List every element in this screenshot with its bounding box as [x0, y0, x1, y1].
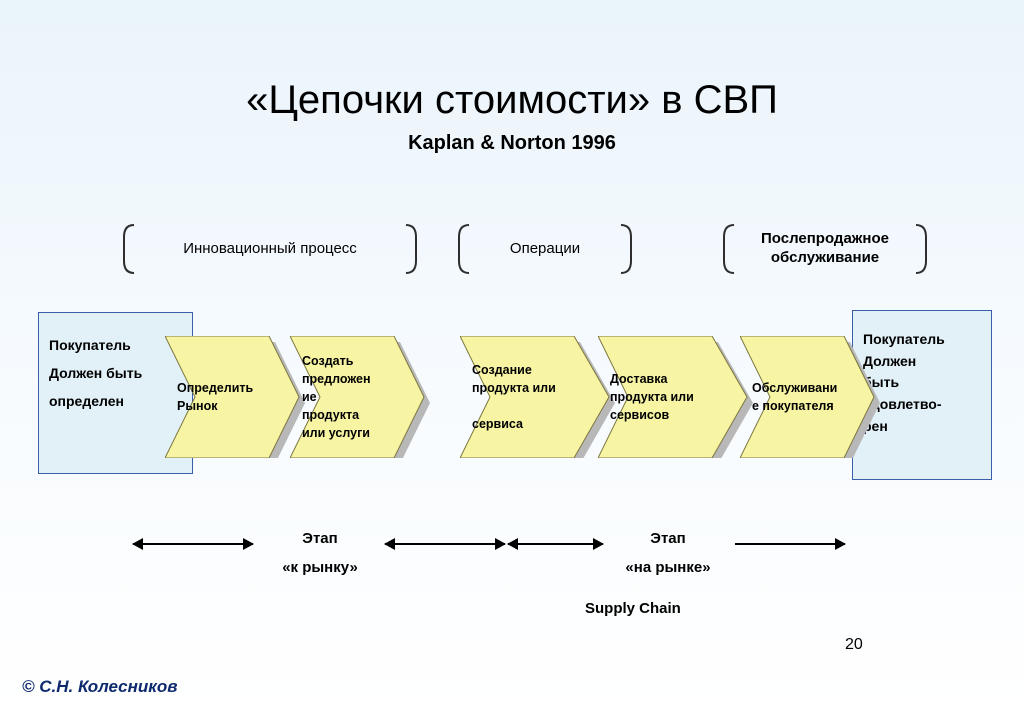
right-bracket-icon: [402, 223, 420, 275]
chevron-define-market: Определить Рынок: [165, 336, 305, 458]
chevron-deliver-product: Доставка продукта или сервисов: [598, 336, 753, 458]
left-bracket-icon: [720, 223, 738, 275]
chevron-label: Создание продукта или сервиса: [472, 336, 582, 458]
slide-subtitle: Kaplan & Norton 1996: [0, 132, 1024, 155]
right-bracket-icon: [617, 223, 635, 275]
stage1-arrow-left: [133, 543, 253, 545]
slide-title: «Цепочки стоимости» в СВП: [0, 78, 1024, 123]
chevron-create-product: Создание продукта или сервиса: [460, 336, 615, 458]
chevron-create-offer: Создать предложен ие продукта или услуги: [290, 336, 430, 458]
chevron-label: Доставка продукта или сервисов: [610, 336, 720, 458]
bracket-operations-label: Операции: [473, 240, 617, 259]
stage2-arrow-right: [735, 543, 845, 545]
bracket-innovation: Инновационный процесс: [120, 223, 420, 275]
left-bracket-icon: [455, 223, 473, 275]
chevron-label: Определить Рынок: [177, 336, 275, 458]
bracket-aftersales: Послепродажное обслуживание: [720, 223, 930, 275]
right-bracket-icon: [912, 223, 930, 275]
page-number: 20: [845, 636, 863, 654]
bracket-innovation-label: Инновационный процесс: [138, 240, 402, 259]
bracket-operations: Операции: [455, 223, 635, 275]
stage1-arrow-right: [385, 543, 505, 545]
chevron-label: Обслуживани е покупателя: [752, 336, 850, 458]
stage1-label: Этап «к рынку»: [265, 525, 375, 582]
stage2-label: Этап «на рынке»: [608, 525, 728, 582]
stage2-arrow-left: [508, 543, 603, 545]
chevron-service-buyer: Обслуживани е покупателя: [740, 336, 880, 458]
supply-chain-label: Supply Chain: [585, 600, 681, 617]
chevron-label: Создать предложен ие продукта или услуги: [302, 336, 400, 458]
left-bracket-icon: [120, 223, 138, 275]
bracket-aftersales-label: Послепродажное обслуживание: [738, 230, 912, 268]
copyright: © С.Н. Колесников: [22, 677, 178, 697]
